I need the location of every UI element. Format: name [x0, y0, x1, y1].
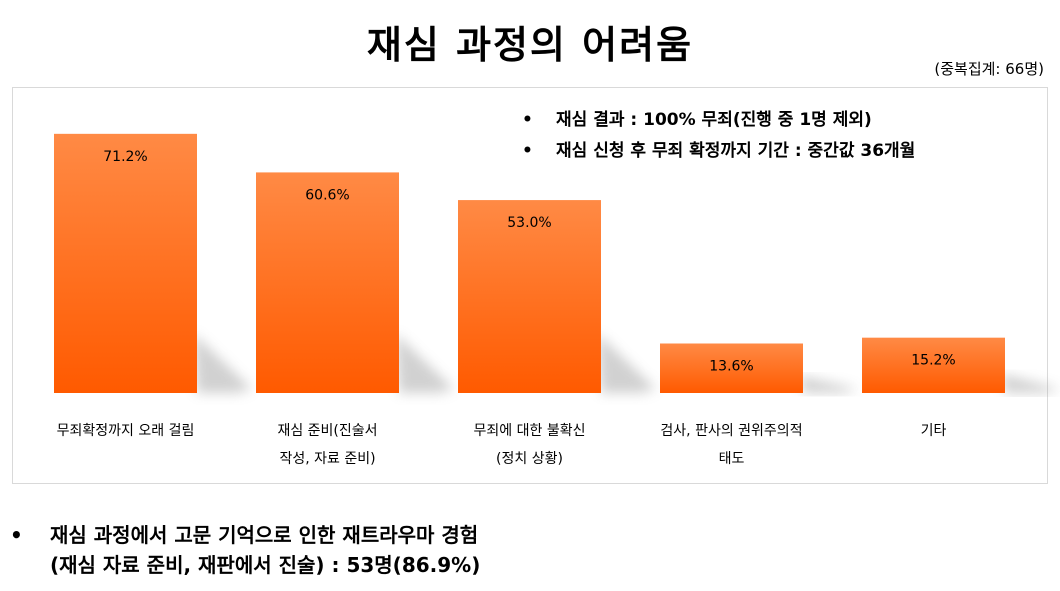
summary-bullet: 재심 신청 후 무죄 확정까지 기간 : 중간값 36개월 [520, 136, 915, 167]
bar [458, 200, 601, 393]
bar-shadow [799, 375, 858, 393]
category-label: 검사, 판사의 권위주의적 [660, 423, 802, 439]
category-label: 태도 [719, 451, 745, 467]
bar-shadow [1001, 373, 1060, 393]
bar [660, 343, 803, 393]
category-label: 재심 준비(진술서 [277, 423, 377, 439]
bar [256, 172, 399, 393]
category-label: (정치 상황) [496, 451, 563, 467]
bar-value-label: 71.2% [103, 149, 147, 165]
category-label: 작성, 자료 준비) [279, 451, 375, 467]
bar-value-label: 13.6% [709, 358, 753, 374]
bar-shadow [597, 333, 656, 393]
bar [862, 337, 1005, 393]
footer-line-1: 재심 과정에서 고문 기억으로 인한 재트라우마 경험 [50, 523, 479, 547]
footer-bullet: • [10, 523, 23, 547]
summary-bullets: 재심 결과 : 100% 무죄(진행 중 1명 제외) 재심 신청 후 무죄 확… [520, 105, 915, 167]
chart-title: 재심 과정의 어려움 [366, 23, 694, 67]
summary-bullet: 재심 결과 : 100% 무죄(진행 중 1명 제외) [520, 105, 915, 136]
category-label: 기타 [921, 423, 947, 439]
footer-line-2: (재심 자료 준비, 재판에서 진술) : 53명(86.9%) [50, 553, 481, 577]
bar-shadow [395, 333, 454, 393]
count-note: (중복집계: 66명) [934, 60, 1044, 78]
category-label: 무죄에 대한 불확신 [474, 423, 586, 439]
bar-value-label: 15.2% [911, 353, 955, 369]
category-label: 무죄확정까지 오래 걸림 [57, 423, 195, 439]
bar-value-label: 60.6% [305, 187, 349, 203]
bar-shadow [193, 333, 252, 393]
bar-value-label: 53.0% [507, 215, 551, 231]
bar [54, 133, 197, 393]
